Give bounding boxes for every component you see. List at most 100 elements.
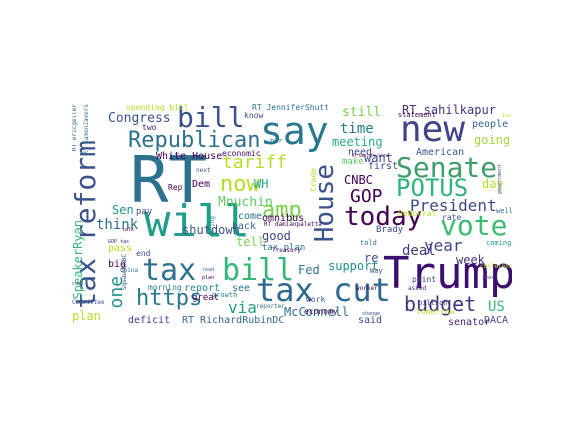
word: include [502, 113, 512, 119]
word: bill [222, 253, 295, 288]
word: first [368, 161, 399, 172]
word: https [136, 286, 203, 311]
word: Democrat [398, 209, 437, 218]
word: next [196, 167, 211, 174]
word: Dem [192, 179, 211, 190]
word: make [342, 157, 364, 167]
word: tell [236, 235, 265, 249]
word: President [410, 196, 497, 215]
word: know [244, 111, 264, 120]
word: well [496, 207, 512, 215]
word: Trump [383, 248, 512, 299]
word: work [306, 295, 326, 304]
word: bill [177, 104, 245, 134]
word: Republican [128, 128, 261, 153]
word: worker [356, 285, 378, 292]
word: asked [408, 285, 427, 292]
word: omnibus [262, 213, 305, 224]
word: reporter [256, 303, 285, 310]
word: WH [254, 177, 269, 191]
word: morning [148, 283, 182, 292]
word: day [482, 177, 504, 191]
word: senator [448, 317, 491, 328]
word: said [358, 315, 383, 326]
word: voting [209, 216, 216, 238]
word: economic [222, 149, 261, 158]
word: week [456, 253, 485, 267]
word: trade [309, 168, 318, 193]
word: want [364, 151, 393, 165]
word: year [482, 275, 495, 281]
word: change [362, 311, 381, 317]
word: need [348, 147, 373, 158]
word: Brady [376, 225, 404, 235]
word: White House [156, 151, 223, 162]
word: Treasury [272, 247, 301, 254]
word: Congress [108, 111, 171, 126]
word: coming [486, 239, 512, 247]
word: plan [72, 309, 101, 323]
word: statement [398, 111, 436, 119]
word: plan [202, 275, 215, 281]
word: think [96, 217, 139, 233]
word: still [342, 105, 382, 120]
word: economy [304, 307, 338, 316]
word: Rep [168, 183, 183, 192]
word: Committee [72, 299, 105, 306]
word: re [364, 251, 379, 265]
word: deficit [128, 315, 171, 326]
word-cloud: RT Trump will say new tax cut tax bill t… [72, 104, 512, 328]
word: tariff [222, 152, 288, 173]
word: support [328, 259, 379, 273]
word: Sen [112, 203, 134, 217]
word: tax cut [256, 271, 391, 309]
word: say [260, 109, 329, 153]
word: RT RichardRubinDC [182, 315, 285, 326]
word: point [412, 275, 437, 284]
word: POTUS [396, 174, 469, 202]
word: new [400, 109, 466, 150]
word: deal [402, 243, 436, 259]
word: Fed [298, 263, 320, 277]
word: told [360, 239, 377, 247]
word: come [238, 211, 263, 222]
word: time [340, 121, 374, 137]
word: will [144, 196, 250, 247]
word: cost [72, 281, 85, 287]
word: read [202, 267, 215, 273]
word: today [344, 202, 423, 232]
word: McConnell [284, 305, 350, 319]
word: billion [418, 299, 448, 307]
word: year [424, 236, 463, 255]
word: end [136, 249, 151, 258]
word: rate [442, 213, 462, 222]
word: US [488, 299, 505, 315]
word: people [472, 119, 509, 130]
word: great [192, 293, 220, 303]
word: pass [108, 243, 133, 254]
word: two [142, 123, 157, 132]
word: budget [404, 292, 477, 316]
word: RT JenniferShutt [252, 104, 330, 112]
word: talk [122, 227, 135, 233]
word: Mnuchin [218, 195, 273, 210]
word: SpeakerRyan [72, 220, 85, 300]
word: tax plan [262, 243, 306, 253]
word: conference [480, 263, 512, 270]
word: spending bill [126, 104, 189, 112]
word: big [108, 259, 127, 270]
word: vote [440, 209, 508, 242]
word: RT EmilyPeralta [352, 153, 389, 158]
word: Way [370, 267, 383, 275]
word: shutdown [182, 223, 240, 237]
word: meeting [332, 135, 383, 149]
word: going [474, 133, 511, 147]
word: DACA [484, 315, 509, 326]
word: tax [142, 253, 197, 288]
word: via [228, 298, 257, 317]
word: per [270, 137, 283, 145]
word: amp [262, 198, 302, 223]
word: RT damianpaletta [264, 221, 322, 228]
word: RT [130, 144, 208, 218]
word: CNBC [344, 173, 373, 187]
